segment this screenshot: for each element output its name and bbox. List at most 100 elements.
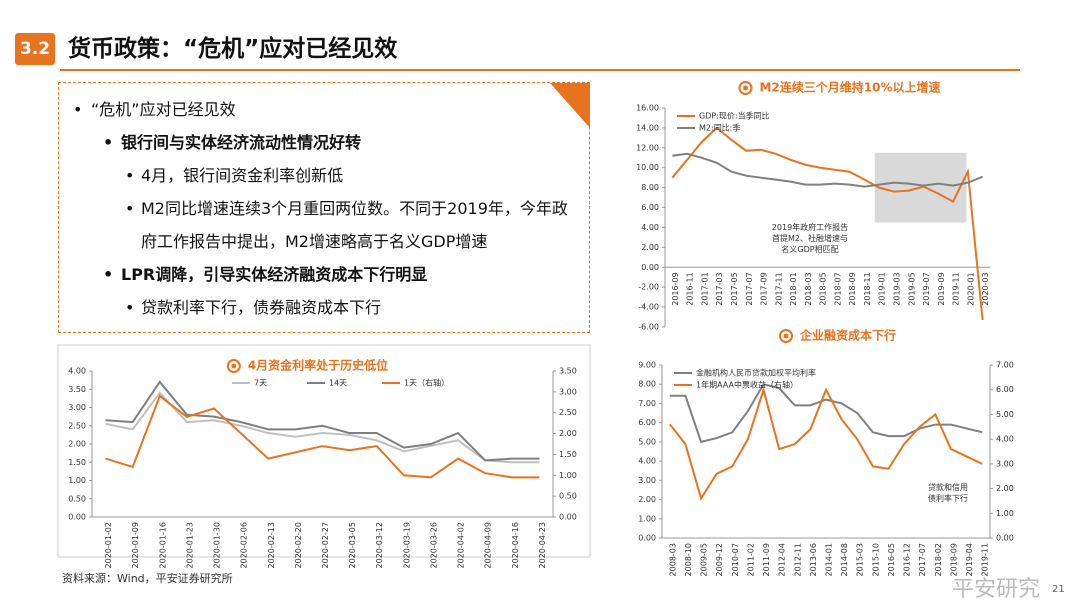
x-tick-label: 2019-07 (922, 272, 931, 305)
y-tick-label: 14.00 (636, 123, 659, 132)
x-tick-label: 2020-02-06 (240, 522, 249, 569)
x-tick-label: 2017-07 (918, 543, 927, 576)
series-line (672, 152, 983, 188)
x-tick-label: 2020-04-23 (538, 522, 547, 569)
y2-tick-label: 3.00 (996, 459, 1014, 468)
x-tick-label: 2020-01-23 (185, 522, 194, 569)
series-line (105, 391, 540, 464)
x-tick-label: 2020-03-26 (429, 522, 438, 569)
x-tick-label: 2011-02 (746, 543, 755, 576)
y-tick-label: -2.00 (638, 283, 659, 292)
x-tick-label: 2016-09 (671, 272, 680, 305)
x-tick-label: 2018-07 (833, 272, 842, 305)
legend-label: 金融机构人民币贷款加权平均利率 (696, 368, 816, 378)
y-tick-label: 16.00 (636, 104, 659, 113)
y-tick-label: 4.00 (68, 367, 86, 376)
x-tick-label: 2018-05 (819, 272, 828, 305)
y-tick-label: 10.00 (636, 163, 659, 172)
y2-tick-label: 7.00 (996, 361, 1014, 370)
y2-tick-label: 6.00 (996, 385, 1014, 394)
annotation: 2019年政府工作报告首提M2、社融增速与名义GDP相匹配 (771, 223, 849, 254)
y-tick-label: 1.00 (638, 514, 656, 523)
x-tick-label: 2013-06 (809, 543, 818, 576)
x-tick-label: 2018-01 (789, 272, 798, 305)
x-tick-label: 2020-03-12 (375, 522, 384, 569)
x-tick-label: 2008-03 (668, 543, 677, 576)
rule (60, 69, 1020, 71)
x-tick-label: 2018-03 (804, 272, 813, 305)
x-tick-label: 2017-07 (745, 272, 754, 305)
annotation: 贷款和信用债利率下行 (928, 483, 968, 503)
x-tick-label: 2015-10 (871, 543, 880, 576)
title-icon (778, 329, 793, 343)
x-tick-label: 2017-09 (760, 272, 769, 305)
y-tick-label: 7.00 (638, 399, 656, 408)
x-tick-label: 2019-11 (981, 543, 990, 576)
title-icon (231, 363, 237, 369)
x-tick-label: 2019-09 (937, 272, 946, 305)
series-line (105, 380, 540, 462)
bullet: LPR调降，引导实体经济融资成本下行明显 (69, 258, 575, 291)
y-tick-label: 1.50 (68, 458, 86, 467)
bullet: “危机”应对已经见效 (69, 93, 575, 126)
x-tick-label: 2014-01 (825, 543, 834, 576)
x-tick-label: 2009-05 (700, 543, 709, 576)
x-tick-label: 2012-04 (778, 543, 787, 576)
title-icon (783, 333, 789, 339)
x-tick-label: 2014-08 (840, 543, 849, 576)
y-tick-label: 0.00 (638, 534, 656, 543)
y-tick-label: -4.00 (638, 303, 659, 312)
y-tick-label: 3.00 (638, 476, 656, 485)
y-tick-label: 8.00 (641, 183, 659, 192)
y-tick-label: -6.00 (638, 323, 659, 332)
title: 货币政策：“危机”应对已经见效 (68, 36, 398, 62)
y-tick-label: 5.00 (638, 437, 656, 446)
legend-label: GDP:现价:当季同比 (699, 111, 770, 121)
y-tick-label: 3.50 (68, 385, 86, 394)
bullet: 4月，银行间资金利率创新低 (69, 159, 575, 192)
x-tick-label: 2018-02 (934, 543, 943, 576)
y-tick-label: 2.00 (68, 440, 86, 449)
x-tick-label: 2020-03-05 (348, 522, 357, 569)
x-tick-label: 2020-02-20 (294, 522, 303, 569)
chart-title: 企业融资成本下行 (799, 328, 896, 343)
x-tick-label: 2020-04-02 (457, 522, 466, 569)
x-tick-label: 2015-03 (856, 543, 865, 576)
y-tick-label: 2.00 (638, 495, 656, 504)
series-line (669, 386, 983, 501)
watermark: 平安研究 (952, 577, 1040, 602)
x-tick-label: 2020-01 (966, 272, 975, 305)
y2-tick-label: 3.50 (559, 367, 577, 376)
x-tick-label: 2017-11 (774, 272, 783, 305)
x-tick-label: 2011-09 (762, 543, 771, 576)
bullet: 银行间与实体经济流动性情况好转 (69, 126, 575, 159)
x-tick-label: 2019-01 (878, 272, 887, 305)
series-line (669, 383, 983, 444)
x-tick-label: 2018-09 (848, 272, 857, 305)
title-icon (742, 85, 748, 91)
legend-label: 1年期AAA中票收益（右轴） (696, 380, 798, 390)
x-tick-label: 2019-04 (965, 543, 974, 576)
bullet-box: “危机”应对已经见效银行间与实体经济流动性情况好转4月，银行间资金利率创新低M2… (58, 82, 590, 333)
page-number: 21 (1052, 584, 1065, 595)
x-tick-label: 2020-04-16 (511, 522, 520, 569)
x-tick-label: 2020-04-09 (484, 522, 493, 569)
y-tick-label: 4.00 (641, 223, 659, 232)
x-tick-label: 2017-01 (700, 272, 709, 305)
chart-title: M2连续三个月维持10%以上增速 (759, 80, 940, 95)
title-icon (738, 81, 753, 95)
y2-tick-label: 0.50 (559, 492, 577, 501)
series-line (671, 126, 984, 321)
x-tick-label: 2017-05 (730, 272, 739, 305)
x-tick-label: 2016-05 (887, 543, 896, 576)
y-tick-label: 9.00 (638, 361, 656, 370)
x-tick-label: 2019-11 (952, 272, 961, 305)
x-tick-label: 2012-11 (793, 543, 802, 576)
x-tick-label: 2020-02-27 (321, 522, 330, 569)
y-tick-label: 6.00 (638, 418, 656, 427)
x-tick-label: 2018-11 (863, 272, 872, 305)
y2-tick-label: 2.00 (559, 429, 577, 438)
y-tick-label: 0.00 (641, 263, 659, 272)
y2-tick-label: 3.00 (559, 387, 577, 396)
